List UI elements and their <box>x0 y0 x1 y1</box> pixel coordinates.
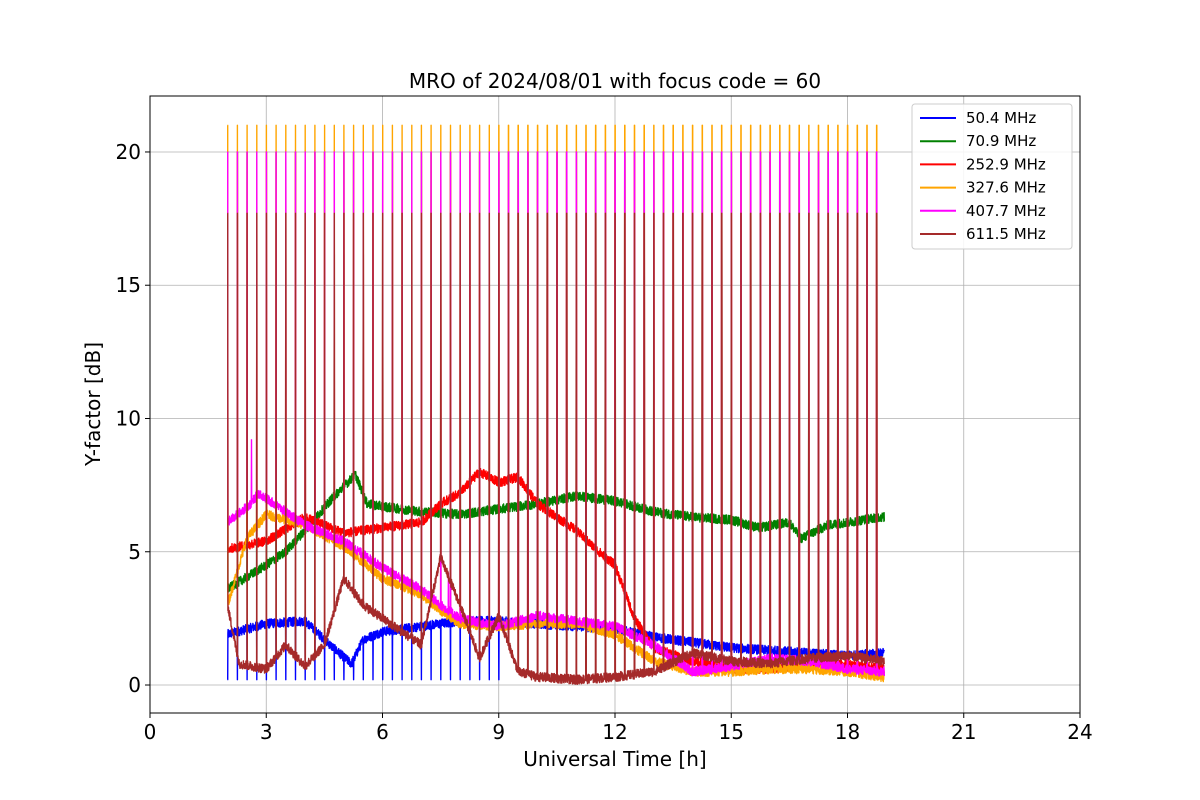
series-line-3 <box>226 124 885 683</box>
x-tick-label: 6 <box>376 720 389 744</box>
legend-label: 327.6 MHz <box>966 179 1046 197</box>
x-tick-label: 15 <box>719 720 744 744</box>
y-tick-label: 15 <box>116 273 141 297</box>
series-line-1 <box>226 151 885 593</box>
y-tick-label: 20 <box>116 140 141 164</box>
axis-ticks: 0 3 6 9 12 15 18 21 24 0 5 10 15 20 <box>116 140 1093 744</box>
legend-label: 252.9 MHz <box>966 155 1046 173</box>
y-tick-label: 10 <box>116 406 141 430</box>
x-tick-label: 3 <box>260 720 273 744</box>
x-tick-label: 24 <box>1067 720 1092 744</box>
series-line-5 <box>226 212 885 685</box>
chart-title: MRO of 2024/08/01 with focus code = 60 <box>409 69 821 93</box>
legend-label: 407.7 MHz <box>966 202 1046 220</box>
y-axis-label: Y-factor [dB] <box>81 342 105 467</box>
legend: 50.4 MHz 70.9 MHz 252.9 MHz 327.6 MHz 40… <box>911 103 1073 250</box>
y-tick-label: 5 <box>128 540 141 564</box>
y-tick-label: 0 <box>128 673 141 697</box>
legend-label: 50.4 MHz <box>966 109 1036 127</box>
legend-label: 70.9 MHz <box>966 132 1036 150</box>
x-tick-label: 9 <box>492 720 505 744</box>
x-tick-label: 18 <box>835 720 860 744</box>
x-axis-label: Universal Time [h] <box>523 747 706 771</box>
legend-label: 611.5 MHz <box>966 225 1046 243</box>
series-line-4 <box>226 151 885 677</box>
plot-series <box>226 124 885 685</box>
x-tick-label: 0 <box>144 720 157 744</box>
x-tick-label: 21 <box>951 720 976 744</box>
x-tick-label: 12 <box>602 720 627 744</box>
